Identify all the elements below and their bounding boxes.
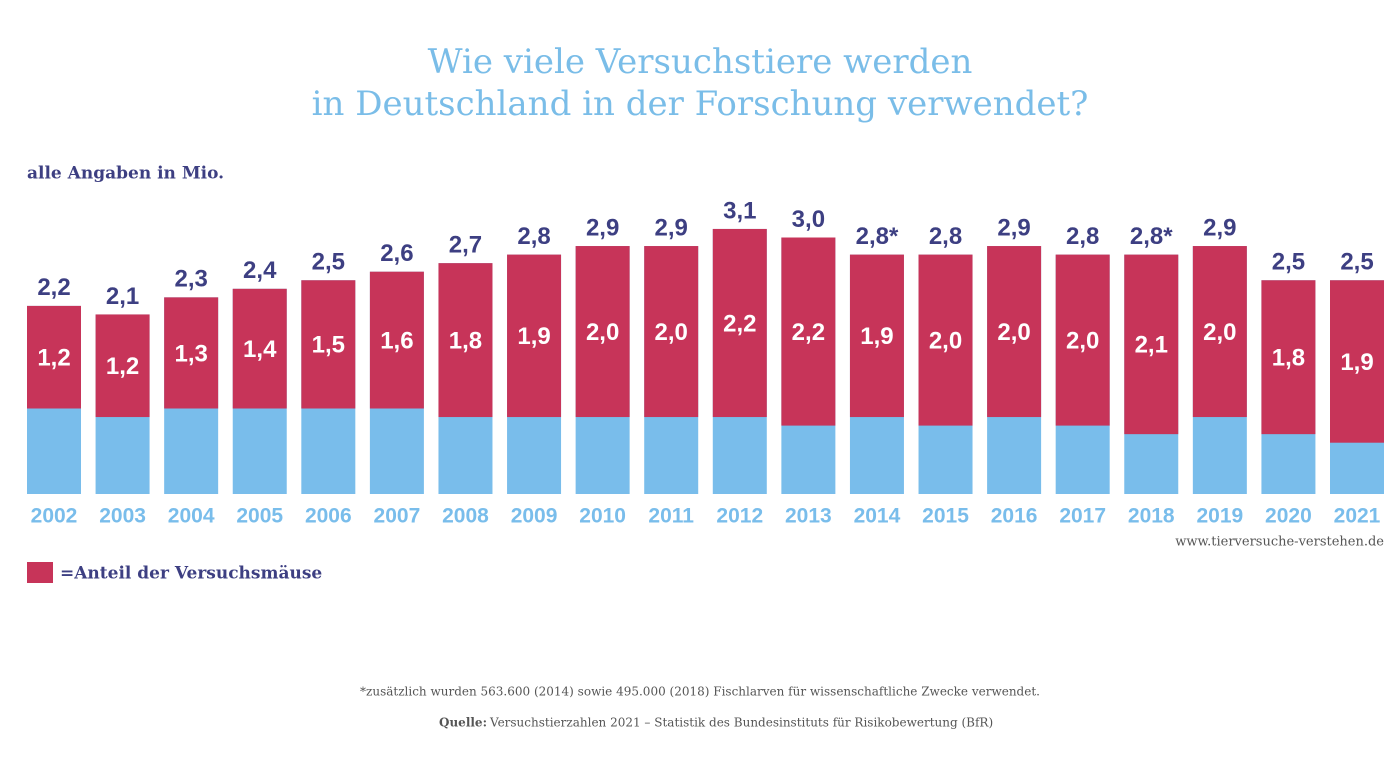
total-label: 2,2 [37, 274, 70, 301]
x-tick-label: 2007 [374, 505, 421, 528]
bar-mice [164, 297, 219, 409]
total-label: 2,9 [586, 214, 619, 241]
mice-label: 2,2 [723, 310, 756, 337]
bar-mice [301, 280, 356, 409]
x-tick-label: 2013 [785, 505, 832, 528]
bar-mice [849, 254, 904, 418]
x-tick-label: 2020 [1265, 505, 1312, 528]
x-tick-label: 2008 [442, 505, 489, 528]
bar-mice [918, 254, 973, 426]
total-label: 3,0 [792, 206, 825, 233]
mice-label: 1,8 [449, 327, 482, 354]
total-label: 2,1 [106, 283, 139, 310]
mice-label: 2,0 [1203, 319, 1236, 346]
mice-label: 2,0 [1066, 327, 1099, 354]
mice-label: 1,5 [312, 332, 345, 359]
legend-swatch [27, 562, 53, 583]
total-label: 2,8* [856, 223, 899, 250]
total-label: 3,1 [723, 197, 756, 224]
source-url: www.tierversuche-verstehen.de [1175, 535, 1384, 550]
x-tick-label: 2015 [922, 505, 969, 528]
total-label: 2,5 [1272, 249, 1305, 276]
total-label: 2,8 [929, 223, 962, 250]
bar-mice [1261, 280, 1316, 435]
x-tick-label: 2002 [31, 505, 78, 528]
source-label: Quelle: [439, 716, 487, 730]
mice-label: 1,8 [1272, 345, 1305, 372]
x-tick-label: 2005 [236, 505, 283, 528]
bar-mice [1192, 246, 1247, 418]
total-label: 2,5 [312, 249, 345, 276]
total-label: 2,7 [449, 231, 482, 258]
bar-mice [781, 237, 836, 426]
x-tick-label: 2016 [991, 505, 1038, 528]
footnote: *zusätzlich wurden 563.600 (2014) sowie … [360, 685, 1040, 699]
mice-label: 1,9 [517, 323, 550, 350]
bar-mice [1330, 280, 1384, 443]
total-label: 2,6 [380, 240, 413, 267]
x-tick-label: 2009 [511, 505, 558, 528]
mice-label: 1,6 [380, 327, 413, 354]
bar-mice [27, 305, 81, 409]
bar-mice [712, 228, 767, 418]
legend-label: =Anteil der Versuchsmäuse [60, 564, 322, 584]
mice-label: 2,1 [1135, 332, 1168, 359]
x-tick-label: 2006 [305, 505, 352, 528]
mice-label: 2,0 [586, 319, 619, 346]
x-tick-label: 2021 [1334, 505, 1381, 528]
x-tick-label: 2019 [1196, 505, 1243, 528]
total-label: 2,5 [1340, 249, 1373, 276]
subtitle: alle Angaben in Mio. [27, 164, 224, 184]
mice-label: 2,0 [655, 319, 688, 346]
total-label: 2,8 [517, 223, 550, 250]
total-label: 2,4 [243, 257, 277, 284]
mice-label: 2,2 [792, 319, 825, 346]
mice-label: 1,2 [37, 345, 70, 372]
chart-title: in Deutschland in der Forschung verwende… [312, 84, 1089, 124]
bar-mice [575, 246, 630, 418]
total-label: 2,8* [1130, 223, 1173, 250]
total-label: 2,9 [1203, 214, 1236, 241]
total-label: 2,9 [997, 214, 1030, 241]
bar-mice [232, 288, 287, 409]
x-tick-label: 2012 [716, 505, 763, 528]
bar-mice [369, 271, 424, 409]
bar-mice [507, 254, 562, 418]
bar-mice [438, 263, 493, 418]
bar-mice [95, 314, 150, 418]
x-tick-label: 2003 [99, 505, 146, 528]
mice-label: 2,0 [929, 327, 962, 354]
mice-label: 1,3 [174, 340, 207, 367]
total-label: 2,3 [174, 266, 207, 293]
total-label: 2,9 [655, 214, 688, 241]
bar-mice [1124, 254, 1179, 435]
bar-mice [644, 246, 699, 418]
x-tick-label: 2004 [168, 505, 215, 528]
chart-title: Wie viele Versuchstiere werden [428, 42, 973, 82]
x-tick-label: 2014 [854, 505, 901, 528]
bar-mice [1055, 254, 1110, 426]
x-tick-label: 2010 [579, 505, 626, 528]
source-text: Versuchstierzahlen 2021 – Statistik des … [489, 716, 993, 730]
bar-mice [987, 246, 1042, 418]
mice-label: 1,9 [860, 323, 893, 350]
x-tick-label: 2011 [648, 505, 694, 528]
mice-label: 1,9 [1340, 349, 1373, 376]
mice-label: 1,2 [106, 353, 139, 380]
total-label: 2,8 [1066, 223, 1099, 250]
x-tick-label: 2017 [1059, 505, 1106, 528]
mice-label: 1,4 [243, 336, 277, 363]
mice-label: 2,0 [997, 319, 1030, 346]
x-tick-label: 2018 [1128, 505, 1175, 528]
